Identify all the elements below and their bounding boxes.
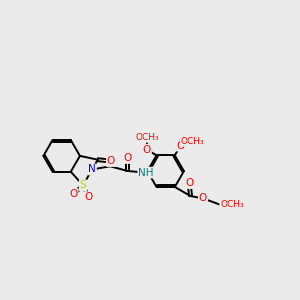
Text: O: O xyxy=(70,189,78,199)
Text: OCH₃: OCH₃ xyxy=(220,200,244,209)
Text: N: N xyxy=(88,164,96,175)
Text: O: O xyxy=(124,153,132,163)
Text: O: O xyxy=(143,145,151,155)
Text: O: O xyxy=(84,192,92,202)
Text: S: S xyxy=(80,180,86,190)
Text: NH: NH xyxy=(138,168,154,178)
Text: O: O xyxy=(176,141,184,151)
Text: O: O xyxy=(185,178,193,188)
Text: OCH₃: OCH₃ xyxy=(135,133,159,142)
Text: O: O xyxy=(199,194,207,203)
Text: O: O xyxy=(107,156,115,166)
Text: OCH₃: OCH₃ xyxy=(181,137,205,146)
